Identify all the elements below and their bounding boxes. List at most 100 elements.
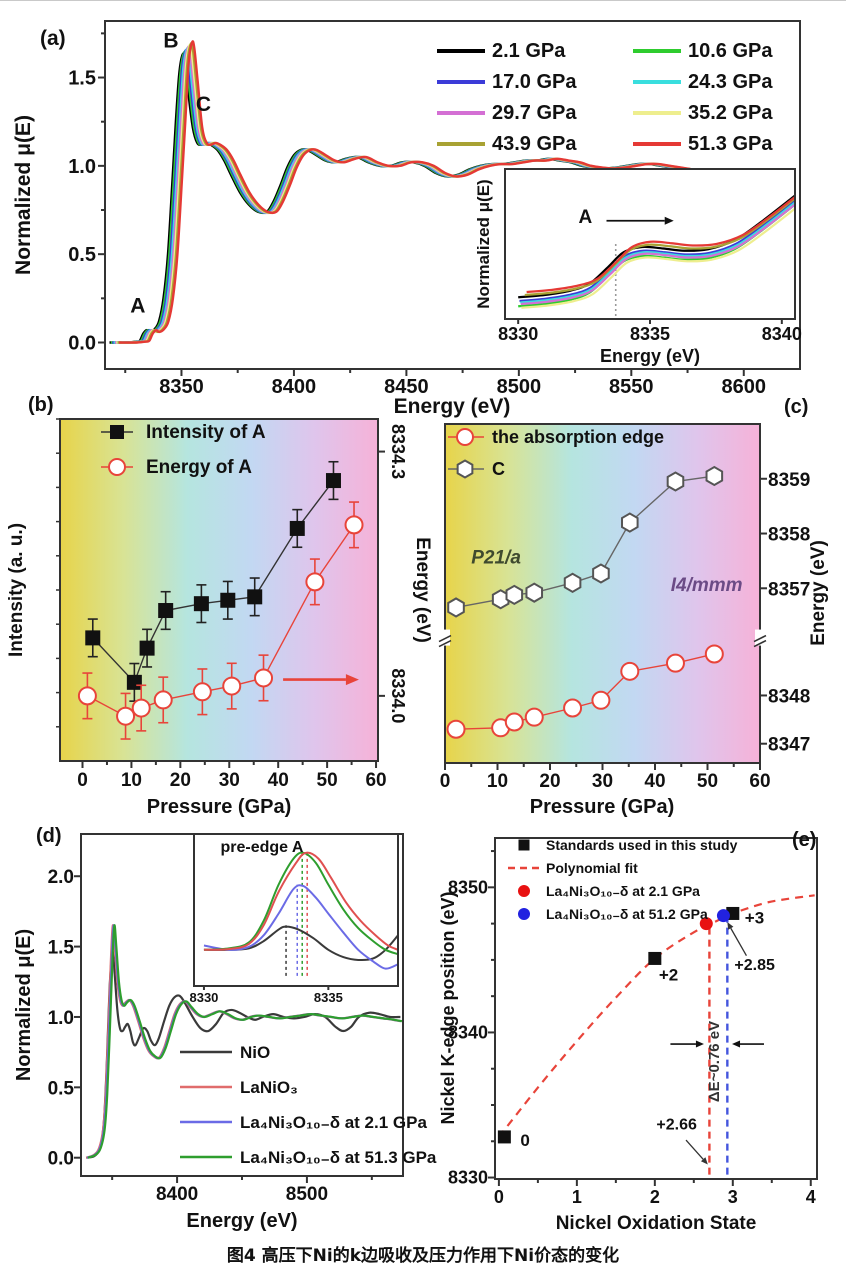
marker-circle-open [456,428,474,446]
x-tick-label: 50 [317,770,338,791]
x-tick-label: 1 [572,1187,582,1207]
gradient-bg [60,419,378,761]
x-tick-label: 0 [440,771,451,792]
x-tick-label: 8600 [722,376,767,398]
arrow-head [700,1157,708,1165]
xas-curve [118,40,716,344]
x-tick-label: 40 [644,771,665,792]
x-tick-label: 8450 [384,376,429,398]
marker-hexagon [525,582,544,603]
inset-x-tick-label: 8340 [762,324,802,344]
x-tick-label: 30 [592,771,613,792]
y-tick-label: 2.0 [48,867,74,888]
annotation: +2.66 [656,1117,697,1134]
x-tick-label: 40 [268,770,289,791]
marker-circle [699,917,713,931]
x-tick-label: 10 [121,770,142,791]
inset-curve [203,925,398,962]
marker-square [220,592,236,608]
marker-square [110,425,124,439]
inset-x-tick-label: 8335 [314,990,343,1005]
legend-label: NiO [240,1043,270,1062]
marker-circle-open [665,653,685,673]
marker-square [139,640,155,656]
legend-label: 35.2 GPa [688,102,773,124]
inset-curve [526,195,795,294]
legend-label: 24.3 GPa [688,71,773,93]
panel-label: (e) [792,829,816,851]
annotation: C [196,93,211,116]
figure-caption: 图4 高压下Ni的k边吸收及压力作用下Ni价态的变化 [226,1246,620,1266]
legend-label: La₄Ni₃O₁₀₋δ at 51.2 GPa [546,906,708,922]
marker-circle [716,909,730,923]
marker-square [158,603,174,619]
y-tick-label: 1.0 [68,156,96,178]
marker-circle-open [446,719,466,739]
marker-circle [518,908,530,920]
marker-hexagon [456,459,474,479]
y-tick-label: 8348 [768,686,810,707]
y-tick-label: 8340 [448,1022,488,1042]
x-tick-label: 50 [697,771,718,792]
arrow-head [727,922,734,930]
inset-curve [203,851,398,956]
inset-x-tick-label: 8330 [189,990,218,1005]
panel-a-chart: 8350 8400 8450 8500 8550 8600 0.0 0.5 1.0 1.5 Norm… [12,20,802,418]
marker-circle-open [591,690,611,710]
y-tick-label: 0.0 [48,1149,74,1170]
marker-circle-open [305,572,325,592]
marker-square [648,951,662,965]
phase-label: I4/mmm [671,575,743,596]
marker-circle-open [344,515,364,535]
x-tick-label: 8500 [286,1184,328,1205]
marker-circle-open [116,706,136,726]
inset-curve [524,197,795,297]
arrow-line [730,927,748,957]
marker-circle-open [704,644,724,664]
y-tick-label: 1.0 [48,1008,74,1029]
marker-hexagon [621,512,639,533]
marker-circle-open [524,707,544,727]
legend-label: 10.6 GPa [688,40,773,62]
x-tick-label: 20 [539,771,560,792]
y-tick-label-right: 8334.0 [388,668,408,723]
x-tick-label: 8400 [156,1184,198,1205]
axis-break-gap [755,629,765,646]
y-tick-label: 0.5 [48,1078,75,1099]
legend-label: 29.7 GPa [492,102,577,124]
legend-label: Standards used in this study [546,837,738,853]
x-tick-label: 3 [728,1187,738,1207]
panel-b-chart: 0 10 20 30 40 50 60 8334.0 8334.3 Intensity (a. u… [6,394,433,818]
point-label: +2 [659,965,678,984]
panel-label: (a) [40,27,66,50]
x-axis-label: Pressure (GPa) [530,796,675,818]
x-tick-label: 8400 [272,376,317,398]
arrow-head [664,216,674,225]
marker-circle-open [620,661,640,681]
panel-label: (d) [36,825,62,847]
legend-label: the absorption edge [492,427,664,447]
legend-label: Polynomial fit [546,860,638,876]
arrow-head [695,1040,704,1048]
marker-hexagon [592,563,610,584]
legend-label: 2.1 GPa [492,40,566,62]
y-axis-label-right: Energy (eV) [412,537,433,643]
inset-y-axis-label: Normalized μ(E) [474,179,493,308]
y-tick-label: 8358 [768,525,810,546]
panel-e-chart: ΔE~0.76 eV 0 +2 +3 +2.66 +2.85 0 1 2 3 4 8330 8340 83… [438,829,818,1234]
marker-hexagon [705,465,724,487]
panel-c-chart: 0 10 20 30 40 50 60 8357 8358 8359 8347 8348 Energy … [438,396,829,818]
arrow-head [732,1040,741,1048]
marker-hexagon [505,584,524,606]
marker-hexagon [666,471,685,492]
annotation: +2.85 [734,957,775,974]
panel-d-chart: 8400 8500 0.0 0.5 1.0 1.5 2.0 Normalized μ(E) En… [13,825,437,1232]
inset-x-tick-label: 8330 [498,324,538,344]
axis-break-mark [753,634,767,643]
legend-label: 43.9 GPa [492,133,577,155]
delta-annotation: ΔE~0.76 eV [706,1021,723,1102]
x-tick-label: 20 [170,770,191,791]
x-axis-label: Energy (eV) [186,1210,297,1232]
inset-x-axis-label: Energy (eV) [600,346,700,366]
